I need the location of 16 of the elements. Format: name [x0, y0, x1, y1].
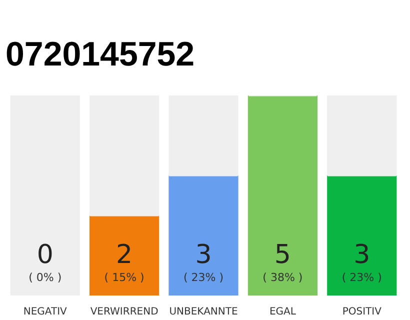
x-tick-label: UNBEKANNTE [169, 306, 238, 318]
x-tick-label: VERWIRREND [90, 306, 159, 318]
annotation: ( 38% ) [262, 271, 303, 284]
chart-title: 0720145752 [6, 36, 195, 74]
data-label: 3 [354, 240, 370, 270]
annotation: ( 15% ) [104, 271, 144, 284]
data-label: 5 [274, 240, 291, 270]
annotation: ( 0% ) [28, 271, 62, 284]
annotation: ( 23% ) [183, 271, 224, 284]
annotation: ( 23% ) [342, 271, 382, 284]
x-tick-label: POSITIV [342, 306, 382, 318]
data-label: 3 [195, 240, 212, 270]
data-label: 2 [116, 240, 133, 270]
x-tick-label: EGAL [269, 306, 296, 318]
data-label: 0 [36, 240, 54, 270]
x-tick-label: NEGATIV [23, 306, 68, 318]
